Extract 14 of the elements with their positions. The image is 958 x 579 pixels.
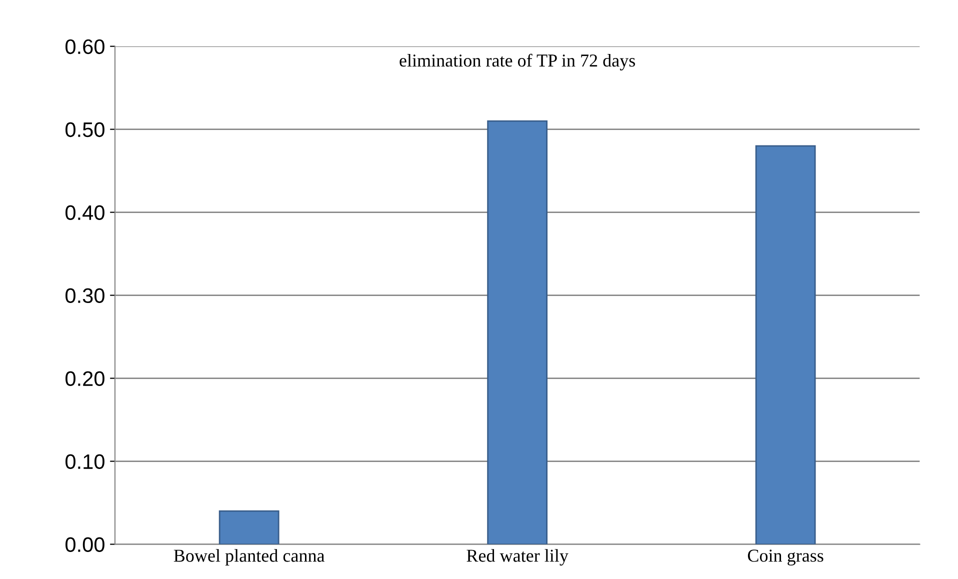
x-tick-label: Red water lily bbox=[466, 549, 568, 566]
bar bbox=[218, 510, 280, 544]
y-tick-label: 0.20 bbox=[66, 371, 104, 386]
y-tick-label: 0.40 bbox=[66, 205, 104, 220]
y-tick-label: 0.00 bbox=[66, 537, 104, 552]
bar bbox=[487, 120, 548, 544]
y-tick-label: 0.50 bbox=[66, 122, 104, 138]
chart-title: elimination rate of TP in 72 days bbox=[400, 54, 636, 70]
y-tick-label: 0.60 bbox=[66, 39, 104, 54]
y-tick-label: 0.10 bbox=[66, 454, 104, 470]
y-tick-label: 0.30 bbox=[66, 288, 104, 304]
bar bbox=[755, 145, 816, 544]
x-tick-label: Bowel planted canna bbox=[174, 549, 325, 566]
x-tick-label: Coin grass bbox=[748, 550, 824, 566]
